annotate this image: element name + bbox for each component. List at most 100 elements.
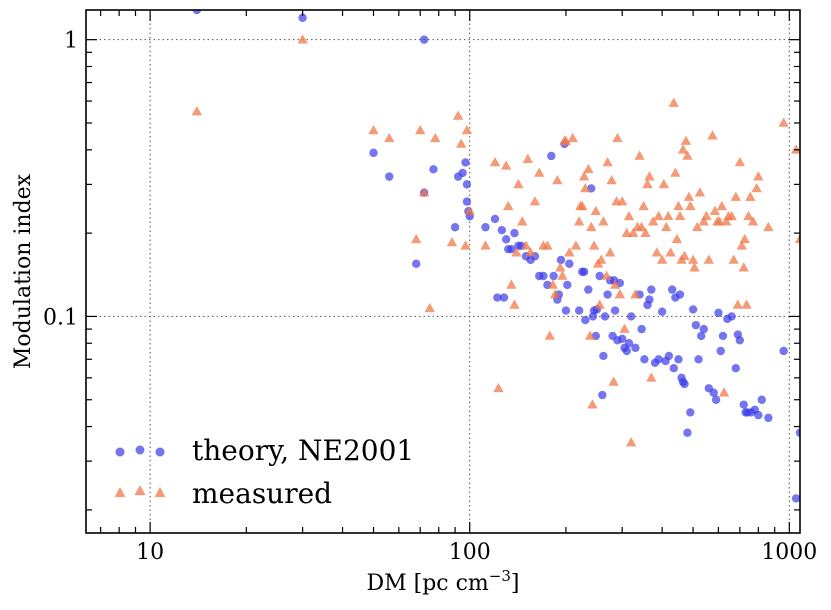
measured-point <box>411 233 422 244</box>
measured-point <box>651 247 663 257</box>
axes-layer: 10 100 1000 0.1 1 DM [pc cm−3] Modulation inde… <box>11 9 817 596</box>
theory-point <box>584 285 593 294</box>
measured-point <box>297 34 308 44</box>
measured-point <box>738 262 749 272</box>
theory-point <box>645 295 654 304</box>
measured-point <box>747 216 759 226</box>
theory-point <box>795 428 800 437</box>
measured-point <box>745 191 756 201</box>
measured-point <box>529 196 541 206</box>
measured-point <box>614 289 626 299</box>
measured-point <box>446 237 458 247</box>
theory-point <box>481 223 490 232</box>
theory-point <box>549 271 558 281</box>
measured-point <box>677 144 689 154</box>
theory-point <box>599 351 608 361</box>
measured-point <box>609 279 621 289</box>
measured-point <box>549 289 561 299</box>
measured-point <box>564 247 575 257</box>
measured-point <box>730 191 741 201</box>
legend-marker <box>115 447 125 457</box>
measured-point <box>687 254 699 264</box>
x-tick-label: 10 <box>136 540 164 565</box>
measured-point <box>577 200 588 211</box>
theory-point <box>539 271 548 281</box>
theory-point <box>497 225 507 235</box>
measured-point <box>534 167 545 177</box>
measured-point <box>506 279 517 289</box>
theory-point <box>739 400 748 409</box>
theory-point <box>490 214 500 224</box>
theory-point <box>757 395 766 404</box>
measured-point <box>544 330 555 340</box>
measured-point <box>587 399 598 409</box>
measured-point <box>580 182 591 193</box>
measured-point <box>480 240 491 250</box>
theory-point <box>735 336 745 345</box>
measured-point <box>520 240 532 250</box>
theory-point <box>369 148 378 158</box>
measured-point <box>418 187 430 197</box>
measured-point <box>557 270 568 280</box>
theory-point <box>556 255 566 265</box>
measured-point <box>726 210 737 221</box>
measured-point <box>547 279 559 289</box>
measured-point <box>596 254 607 264</box>
measured-point <box>601 270 612 280</box>
measured-point <box>621 227 632 237</box>
measured-point <box>630 289 641 299</box>
legend-marker <box>134 485 146 496</box>
theory-point <box>507 244 516 254</box>
measured-point <box>455 138 467 148</box>
measured-point <box>625 437 637 447</box>
measured-point <box>647 216 659 226</box>
measured-point <box>511 247 522 257</box>
theory-point <box>691 320 701 330</box>
measured-point <box>716 200 728 211</box>
measured-point <box>638 200 649 211</box>
measured-point <box>653 210 664 221</box>
theory-point <box>764 413 773 423</box>
measured-point <box>384 132 395 143</box>
measured-point <box>634 150 645 160</box>
measured-point <box>665 247 676 257</box>
measured-point <box>588 240 600 250</box>
measured-point <box>461 124 473 135</box>
measured-point <box>682 150 693 160</box>
legend-marker <box>154 487 166 498</box>
theory-point <box>664 351 674 361</box>
theory-point <box>647 285 656 294</box>
legend-marker <box>155 447 165 457</box>
measured-point <box>718 387 730 397</box>
theory-point <box>603 290 612 299</box>
x-tick-label: 1000 <box>761 540 817 565</box>
measured-point <box>741 299 752 309</box>
x-axis-label-close: ] <box>511 571 520 596</box>
measured-point <box>680 135 692 145</box>
measured-point <box>670 167 681 177</box>
measured-point <box>732 299 744 309</box>
data-layer <box>191 10 800 503</box>
theory-point <box>667 285 677 294</box>
theory-point <box>499 293 509 302</box>
theory-point <box>493 293 502 302</box>
theory-point <box>675 290 685 299</box>
measured-point <box>602 157 613 167</box>
measured-point <box>560 135 572 145</box>
theory-point <box>624 339 634 348</box>
theory-point <box>696 331 706 341</box>
legend-marker <box>135 445 145 455</box>
measured-point <box>683 191 695 201</box>
measured-point <box>503 200 514 211</box>
measured-point <box>636 221 647 232</box>
theory-point <box>640 355 649 364</box>
series-measured <box>191 34 800 447</box>
theory-point <box>683 428 692 437</box>
theory-point <box>450 223 460 232</box>
series-theory <box>192 10 800 503</box>
measured-point <box>500 160 512 170</box>
measured-point <box>642 178 653 189</box>
theory-point <box>192 10 202 15</box>
measured-point <box>525 247 536 257</box>
theory-point <box>657 307 667 316</box>
